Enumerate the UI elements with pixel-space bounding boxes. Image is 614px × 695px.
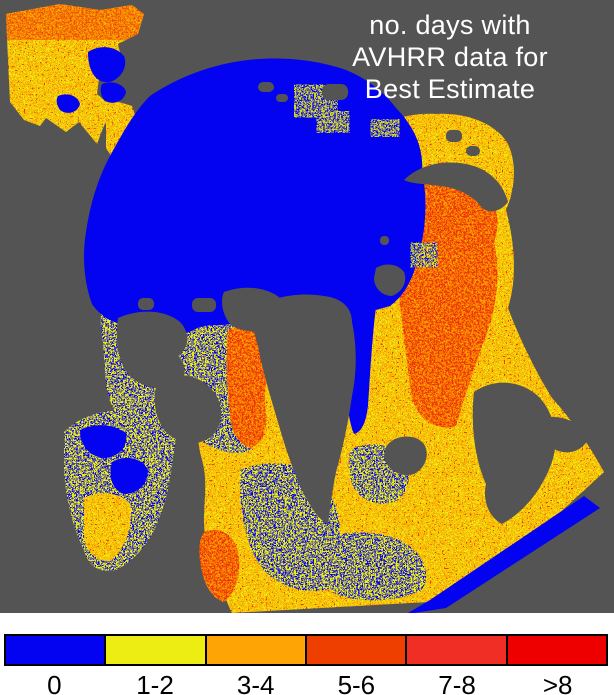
legend-label: 7-8 (438, 670, 476, 695)
novaya-zemlya-landmass (404, 162, 508, 212)
legend-label: 3-4 (236, 670, 275, 695)
legend-swatch-0 (6, 636, 105, 664)
map-title: no. days with AVHRR data for Best Estima… (352, 10, 548, 104)
severnaya-islet (446, 130, 462, 142)
legend-swatch-7-8 (405, 636, 506, 664)
scandinavia-landmass (472, 382, 556, 524)
legend-label: 1-2 (136, 670, 174, 695)
svalbard-landmass (374, 264, 406, 296)
swath-edge-blue-wedge (408, 496, 600, 613)
archipelago-islet (192, 298, 216, 312)
legend-label: 5-6 (337, 670, 376, 695)
legend-swatch-5-6 (304, 636, 406, 664)
legend-swatch->8 (505, 636, 606, 664)
topleft-blue-patch (100, 82, 126, 103)
landmasses (116, 82, 590, 524)
legend-label: >8 (542, 670, 573, 695)
topleft-blue-patch (88, 47, 126, 83)
severnaya-islet (466, 146, 480, 156)
baffin-island (154, 375, 222, 444)
legend-swatch-3-4 (204, 636, 305, 664)
kola-landmass (536, 416, 590, 453)
svalbard-islet (380, 236, 389, 245)
legend-swatch-1-2 (104, 636, 205, 664)
pack-islet (276, 94, 288, 102)
legend-labels: 0 1-2 3-4 5-6 7-8 >8 (4, 670, 608, 695)
legend-label: 0 (47, 670, 62, 695)
pack-islet (322, 84, 348, 100)
ellesmere-island (222, 287, 285, 332)
archipelago-islet (138, 298, 154, 310)
hudson-blue-patch (110, 457, 148, 494)
banks-victoria-islands (116, 311, 188, 389)
legend-bar (4, 634, 608, 666)
iceland-landmass (384, 436, 427, 476)
legend: 0 1-2 3-4 5-6 7-8 >8 (0, 613, 614, 695)
hudson-blue-patch (80, 425, 127, 458)
arctic-map: no. days with AVHRR data for Best Estima… (0, 0, 614, 613)
pack-islet (258, 82, 274, 92)
greenland-landmass (251, 294, 356, 524)
topleft-blue-patch (56, 94, 80, 113)
arctic-map-svg (6, 4, 604, 613)
